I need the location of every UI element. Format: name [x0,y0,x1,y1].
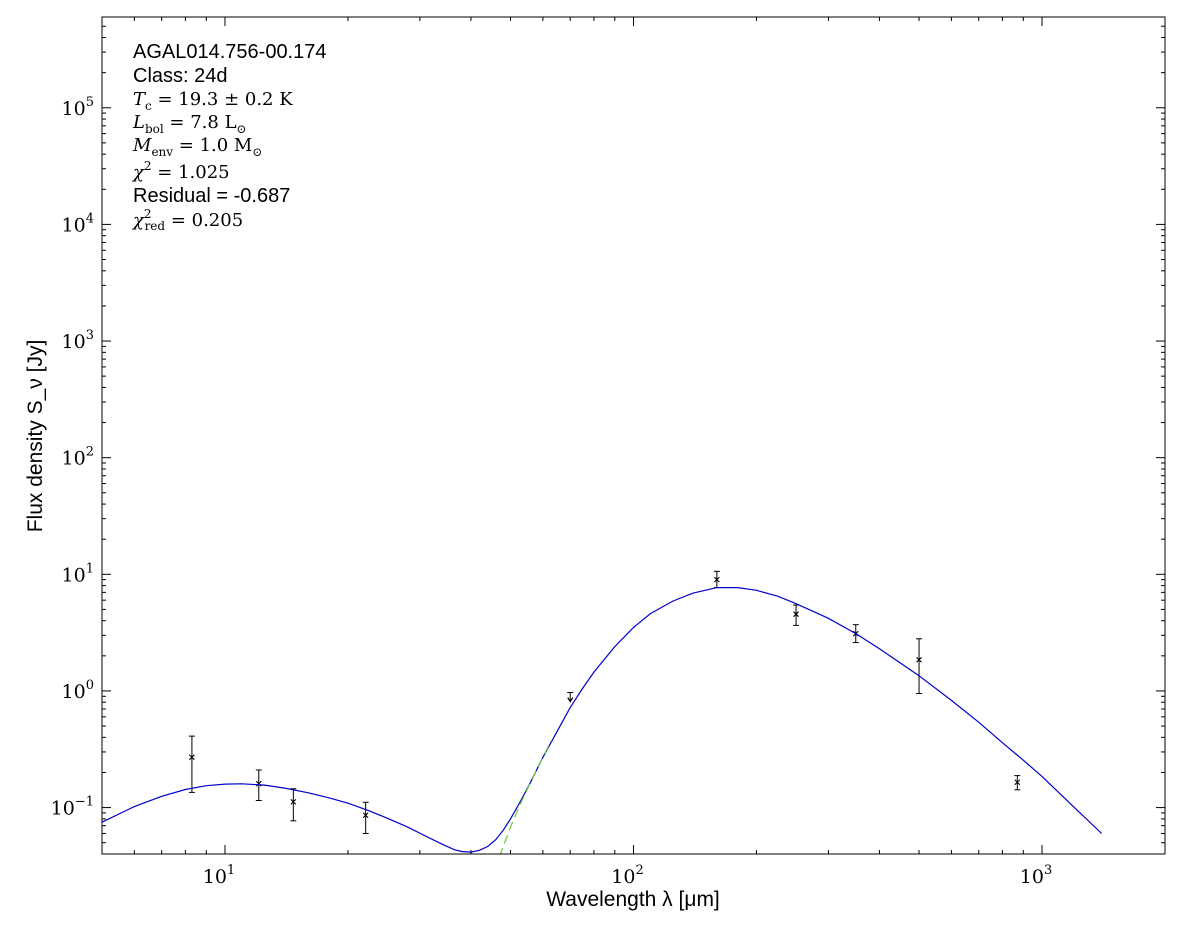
y-tick-label: 102 [62,445,94,470]
annotation-source: AGAL014.756-00.174 [133,41,327,63]
annotation-chi2red: χ2 red = 0.205 [131,207,243,233]
data-point [290,798,297,805]
annotation-tc: Tc = 19.3 ± 0.2 K [133,89,293,113]
y-tick-label: 105 [62,95,94,120]
x-tick-label: 102 [611,863,643,888]
data-point [713,576,720,583]
annotation-menv: Menv = 1.0 M⊙ [132,135,262,159]
x-tick-label: 101 [203,863,235,888]
data-point [916,656,922,663]
plot-frame [101,16,1166,855]
y-tick-label: 103 [62,328,94,353]
tick-labels: 101 102 103 10−1 100 101 102 103 104 105 [51,95,1053,888]
y-tick-label: 104 [62,211,94,236]
annotation-chi2: χ2 = 1.025 [131,159,230,183]
x-axis-label: Wavelength λ [μm] [546,888,720,911]
ticks-layer [101,16,1166,855]
data-point [189,754,195,761]
annotation-class: Class: 24d [133,65,228,87]
y-axis-label: Flux density S_ν [Jy] [24,340,47,533]
data-layer [102,570,1103,854]
data-point [793,611,799,618]
y-tick-label: 10−1 [51,795,94,820]
x-tick-label: 103 [1020,863,1052,888]
data-point [362,812,369,819]
model-sed-line [102,587,1103,853]
upper-limit-arrow [567,697,574,703]
annotation-residual: Residual = -0.687 [133,185,290,207]
annotation-lbol: Lbol = 7.8 L⊙ [132,112,247,136]
y-tick-label: 100 [62,678,94,703]
annotation-block: AGAL014.756-00.174 Class: 24d Tc = 19.3 … [131,41,327,233]
y-tick-label: 101 [62,561,94,586]
data-point [1014,779,1021,786]
